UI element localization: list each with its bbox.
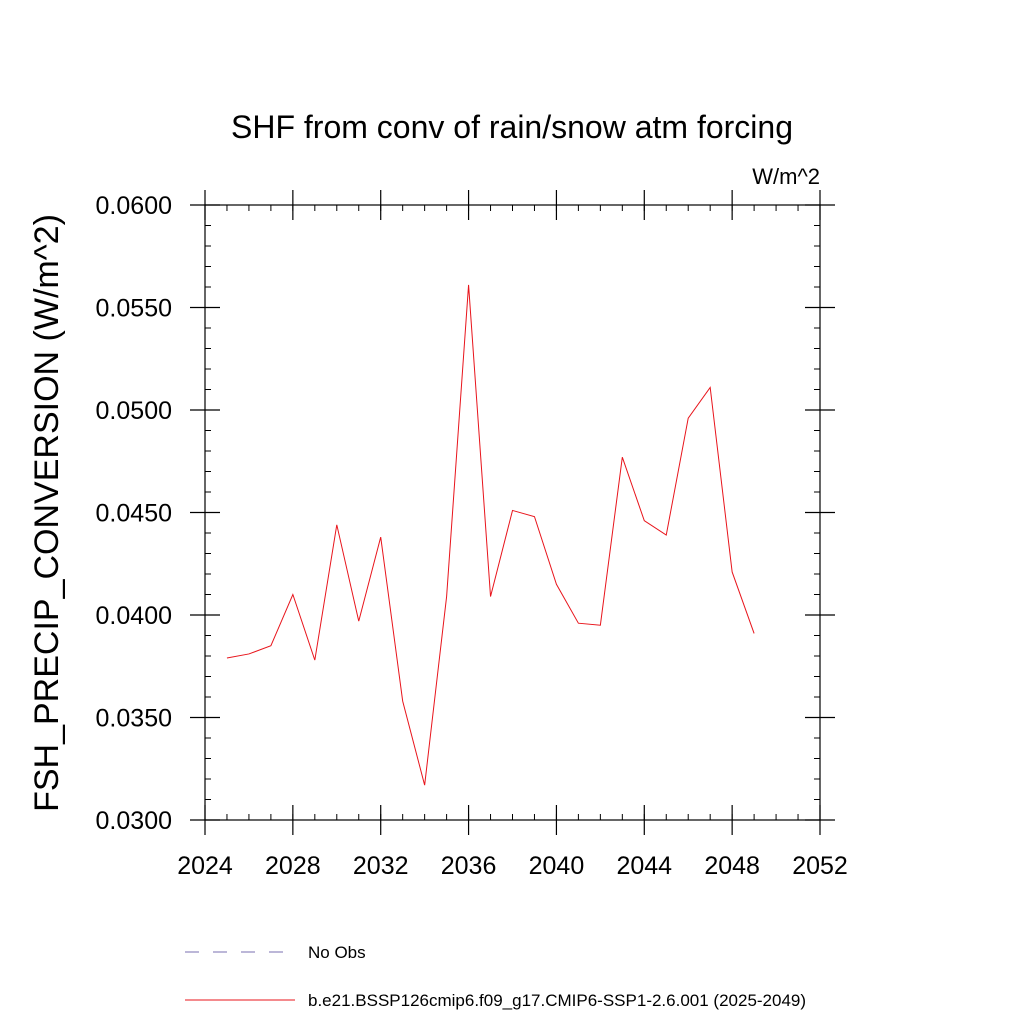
y-tick-label: 0.0350 [96,705,172,733]
y-tick-label: 0.0550 [96,295,172,323]
plot-frame [204,204,821,821]
series-line-1 [226,284,755,786]
legend: No Obs b.e21.BSSP126cmip6.f09_g17.CMIP6-S… [185,943,806,1010]
legend-label-1: b.e21.BSSP126cmip6.f09_g17.CMIP6-SSP1-2.… [308,991,806,1010]
x-tick-label: 2040 [529,852,585,880]
y-tick-label: 0.0400 [96,602,172,630]
y-tick-label: 0.0300 [96,807,172,835]
y-tick-label: 0.0500 [96,397,172,425]
plot-axes: 2024 2028 2032 2036 2040 2044 2048 2052 0.0300 0.… [96,190,848,880]
x-tick-label: 2028 [265,852,321,880]
y-tick-label: 0.0600 [96,192,172,220]
series-layer [226,284,755,786]
chart-title: SHF from conv of rain/snow atm forcing [231,109,793,145]
x-tick-label: 2048 [704,852,760,880]
x-tick-label: 2052 [792,852,848,880]
x-tick-label: 2036 [441,852,497,880]
units-label: W/m^2 [752,164,820,189]
x-tick-label: 2024 [177,852,233,880]
y-tick-label: 0.0450 [96,500,172,528]
legend-label-0: No Obs [308,943,366,962]
y-axis-label: FSH_PRECIP_CONVERSION (W/m^2) [28,214,66,812]
x-tick-label: 2032 [353,852,409,880]
x-tick-label: 2044 [616,852,672,880]
